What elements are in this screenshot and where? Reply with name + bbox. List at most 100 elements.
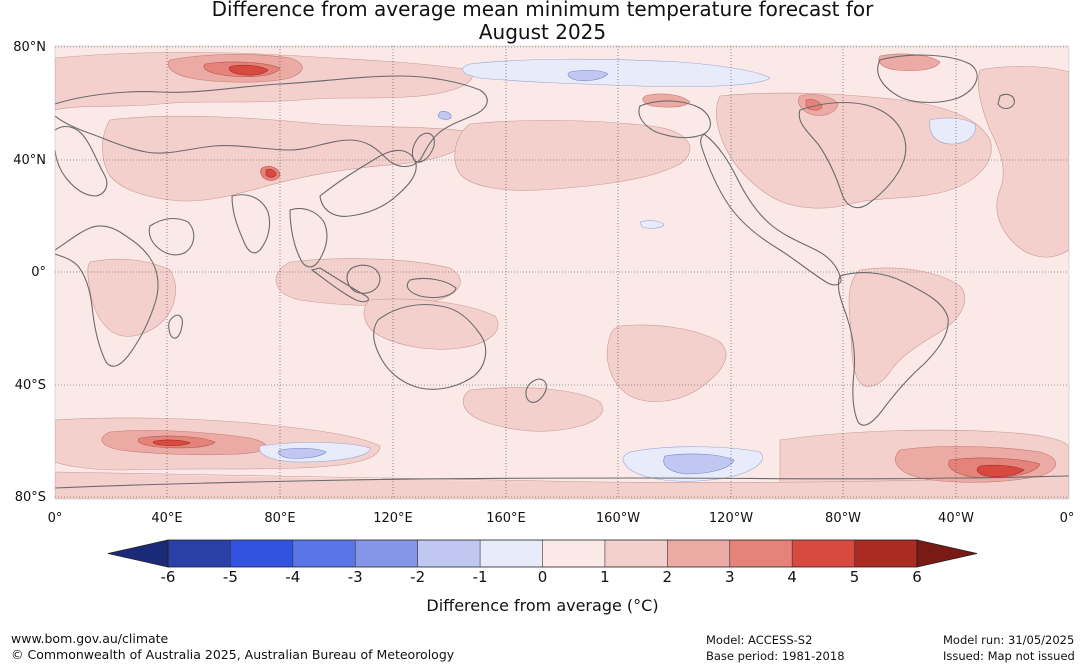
colorbar-tick-label: -6 (160, 568, 176, 586)
anomaly-region-central-siberia-core (228, 64, 269, 76)
anomaly-region-tibet-core (265, 169, 277, 178)
anomaly-band-4-to-5 (152, 64, 1025, 478)
anomaly-region-africa-south (87, 258, 176, 337)
coastline-north-america (700, 133, 842, 286)
lon-label-0-east: 0° (1059, 511, 1075, 526)
lon-label-80w: 80°W (825, 511, 861, 526)
lat-label-80s: 80°S (14, 490, 46, 505)
lon-label-160e: 160°E (486, 511, 526, 526)
coastlines (55, 54, 1069, 489)
lon-label-80e: 80°E (264, 511, 296, 526)
coastline-new-zealand (525, 378, 547, 403)
anomaly-region-north-pacific (454, 120, 691, 191)
lat-label-40s: 40°S (14, 378, 46, 393)
anomaly-band-minus-2-to-minus-1 (278, 69, 735, 475)
colorbar-tick-label: -2 (410, 568, 426, 586)
colorbar-cell (230, 540, 294, 567)
colorbar-title: Difference from average (°C) (426, 596, 659, 615)
coastline-india (231, 194, 271, 254)
lon-label-120e: 120°E (373, 511, 413, 526)
colorbar-tick-label: 0 (537, 568, 548, 586)
graticule (55, 46, 1069, 499)
colorbar-cell (604, 540, 668, 567)
colorbar-tick-label: -4 (285, 568, 301, 586)
coastline-greenland (877, 54, 978, 104)
colorbar-tick-label: -5 (222, 568, 238, 586)
anomaly-region-southern-ocean-pacific (462, 387, 603, 432)
coastline-iceland-uk (997, 93, 1015, 110)
coastline-eurasia-north (55, 75, 488, 168)
colorbar-cell (854, 540, 918, 567)
anomaly-region-antarctic-indian-core (278, 447, 327, 459)
colorbar-over-triangle (916, 539, 978, 568)
lon-label-0-west: 0° (47, 511, 63, 526)
map-title: Difference from average mean minimum tem… (0, 0, 1085, 44)
footer-model-run: Model run: 31/05/2025 (943, 633, 1075, 647)
lat-label-40n: 40°N (13, 153, 46, 168)
colorbar-cell (480, 540, 543, 567)
lon-label-40w: 40°W (938, 511, 974, 526)
colorbar-tick-label: 1 (600, 568, 610, 586)
coastline-antarctica (55, 475, 1069, 489)
footer-base-period: Base period: 1981-2018 (706, 649, 845, 663)
colorbar-cell (729, 540, 793, 567)
colorbar-cell (292, 540, 356, 567)
colorbar-under-triangle (107, 539, 169, 568)
anomaly-region-southern-ocean-indian-peak (152, 439, 191, 446)
map-title-line-2: August 2025 (478, 20, 607, 44)
colorbar-cell (168, 540, 231, 567)
anomaly-region-kamchatka-cool (437, 111, 452, 120)
anomaly-region-arctic-ocean-pacific (462, 58, 771, 88)
coastline-south-america (837, 272, 949, 426)
coastline-east-canada (798, 101, 907, 209)
map-title-line-1: Difference from average mean minimum tem… (211, 0, 874, 21)
colorbar-tick-label: 2 (662, 568, 673, 586)
anomaly-region-asia-central (102, 115, 471, 202)
coastline-new-guinea (406, 277, 457, 299)
coastline-borneo (346, 264, 381, 294)
colorbar-tick-label: 6 (912, 568, 922, 586)
coastline-sumatra-java (310, 267, 369, 303)
footer-model: Model: ACCESS-S2 (706, 633, 813, 647)
coastline-china-coast (319, 149, 417, 217)
colorbar-cell (542, 540, 606, 567)
colorbar-cells (168, 540, 918, 567)
anomaly-region-greenland-east (878, 53, 941, 72)
anomaly-region-arctic-ocean-core (567, 69, 609, 82)
colorbar-tick-label: 4 (787, 568, 797, 586)
anomaly-region-maritime-continent (363, 298, 499, 350)
colorbar-tick-label: 3 (724, 568, 735, 586)
anomaly-region-north-america (716, 92, 992, 209)
coastline-europe (55, 125, 108, 197)
colorbar-tick-label: -3 (347, 568, 363, 586)
anomaly-region-north-atlantic-east (978, 66, 1069, 258)
anomaly-region-south-america (848, 267, 965, 387)
coastline-africa (55, 225, 159, 367)
coastline-australia (373, 303, 487, 390)
colorbar-tick-label: 5 (849, 568, 860, 586)
map-frame (54, 45, 1070, 500)
footer-website: www.bom.gov.au/climate (11, 631, 169, 646)
colorbar-cell (667, 540, 731, 567)
colorbar-cell (355, 540, 418, 567)
lon-label-40e: 40°E (151, 511, 183, 526)
footer-copyright: © Commonwealth of Australia 2025, Austra… (11, 647, 455, 662)
lat-label-equator: 0° (31, 265, 46, 280)
anomaly-region-east-pacific-cool (639, 220, 665, 229)
lon-label-160w: 160°W (595, 511, 641, 526)
lat-label-80n: 80°N (13, 40, 46, 55)
coastline-madagascar (168, 314, 183, 339)
lon-label-120w: 120°W (708, 511, 754, 526)
colorbar-cell (792, 540, 855, 567)
coastline-se-asia (289, 207, 328, 268)
colorbar-cell (417, 540, 481, 567)
colorbar-frame (167, 539, 918, 568)
coastline-arabia (148, 217, 195, 256)
anomaly-region-south-pacific (606, 324, 727, 402)
anomaly-region-north-atlantic-cool (929, 117, 976, 145)
anomaly-region-southern-ocean-atlantic-core-peak (976, 464, 1025, 478)
colorbar-tick-label: -1 (472, 568, 488, 586)
